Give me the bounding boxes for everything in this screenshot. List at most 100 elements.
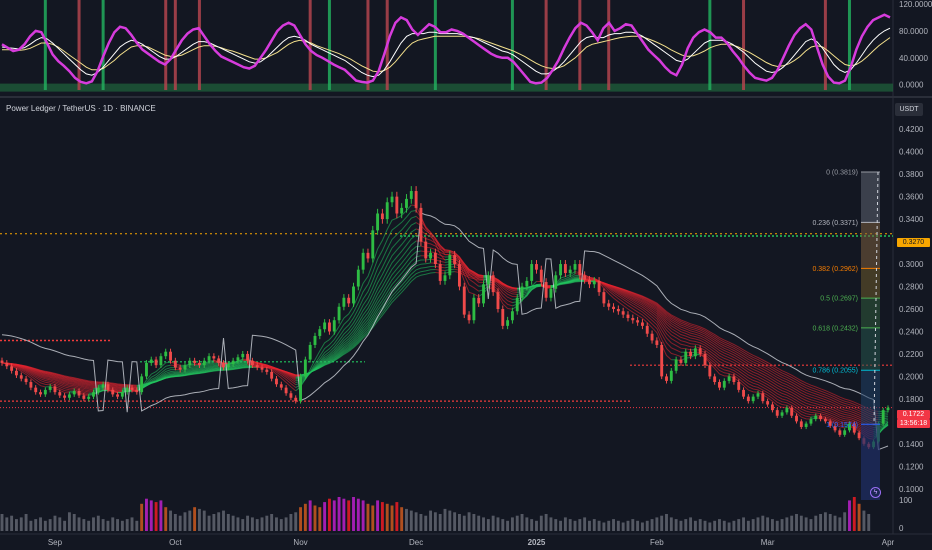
candle-body bbox=[265, 369, 269, 372]
volume-bar bbox=[510, 517, 514, 531]
candle-body bbox=[0, 360, 4, 363]
volume-bar bbox=[405, 508, 408, 531]
candle-body bbox=[34, 387, 38, 393]
volume-bar bbox=[732, 520, 736, 531]
candle-body bbox=[573, 264, 577, 270]
ma-ribbon-line bbox=[257, 366, 301, 376]
volume-bar bbox=[761, 515, 765, 531]
volume-bar bbox=[140, 503, 144, 531]
volume-bar bbox=[506, 520, 510, 531]
volume-bar bbox=[303, 503, 307, 531]
volume-bar bbox=[135, 520, 139, 531]
volume-bar bbox=[631, 519, 635, 531]
volume-bar bbox=[120, 520, 124, 531]
candle-body bbox=[857, 432, 861, 439]
volume-bar bbox=[751, 519, 755, 531]
volume-bar bbox=[708, 522, 712, 531]
candle-body bbox=[275, 378, 278, 385]
oscillator-axis: 120.0000 80.0000 40.0000 0.0000 bbox=[899, 0, 932, 90]
volume-bar bbox=[626, 520, 630, 531]
quote-currency-button[interactable]: USDT bbox=[895, 103, 923, 116]
price-tick-label: 0.2600 bbox=[899, 305, 924, 314]
price-tick-label: 0.1800 bbox=[899, 395, 924, 404]
volume-bar bbox=[756, 517, 760, 531]
candle-body bbox=[809, 419, 813, 424]
oscillator-signal-bar bbox=[708, 0, 712, 90]
ma-ribbon-line bbox=[295, 215, 417, 386]
volume-bar bbox=[352, 497, 355, 531]
candle-body bbox=[424, 241, 428, 259]
ma-ribbon-line bbox=[180, 363, 195, 366]
volume-bar bbox=[539, 515, 543, 531]
volume-bar bbox=[173, 514, 177, 531]
price-tick-label: 0.3800 bbox=[899, 170, 924, 179]
volume-bar bbox=[265, 515, 269, 531]
ma-ribbon-line bbox=[1, 362, 137, 386]
ma-ribbon-line bbox=[295, 210, 417, 388]
candle-body bbox=[400, 207, 404, 214]
volume-bar bbox=[549, 517, 553, 531]
volume-bar bbox=[655, 517, 659, 531]
candle-body bbox=[756, 393, 760, 397]
volume-bar bbox=[766, 517, 770, 531]
volume-bar bbox=[660, 515, 664, 531]
candle-body bbox=[222, 362, 225, 368]
candle-body bbox=[751, 396, 755, 402]
candle-body bbox=[106, 384, 110, 390]
candle-body bbox=[63, 395, 67, 398]
oscillator-signal-bar bbox=[742, 0, 746, 90]
candle-body bbox=[650, 333, 654, 341]
ma-ribbon-line bbox=[136, 366, 258, 386]
candle-body bbox=[727, 376, 731, 381]
oscillator-signal-bar bbox=[578, 0, 582, 90]
candle-body bbox=[554, 275, 558, 289]
volume-bar bbox=[193, 507, 197, 531]
candle-body bbox=[332, 320, 336, 332]
ma-ribbon-line bbox=[300, 272, 436, 376]
volume-bar bbox=[371, 505, 375, 531]
candle-body bbox=[852, 423, 856, 433]
candle-body bbox=[833, 425, 837, 431]
volume-bar bbox=[742, 517, 745, 531]
fib-level-label: 0.618 (0.2432) bbox=[812, 325, 858, 332]
fibonacci-retracement[interactable]: 0 (0.3819) 0.236 (0.3371) 0.382 (0.2962) 0.… bbox=[812, 170, 880, 500]
oscillator-tick-label: 0.0000 bbox=[899, 81, 924, 90]
candle-body bbox=[130, 387, 134, 390]
volume-bar bbox=[665, 514, 668, 531]
candle-body bbox=[125, 387, 129, 393]
oscillator-signal-bar bbox=[327, 0, 331, 90]
volume-bar bbox=[125, 519, 129, 531]
candle-body bbox=[366, 252, 370, 259]
time-axis[interactable]: Sep Oct Nov Dec 2025 Feb Mar Apr bbox=[48, 538, 895, 547]
volume-bar bbox=[188, 510, 192, 531]
candle-body bbox=[342, 297, 346, 307]
volume-axis-zero: 0 bbox=[899, 524, 904, 533]
oscillator-signal-bar bbox=[544, 0, 548, 90]
oscillator-signal-bar bbox=[510, 0, 514, 90]
oscillator-signal-bar bbox=[101, 0, 105, 90]
candle-body bbox=[43, 389, 47, 395]
candle-body bbox=[149, 359, 153, 363]
volume-bar bbox=[770, 519, 774, 531]
volume-bar bbox=[24, 514, 28, 531]
candle-body bbox=[881, 410, 885, 424]
ma-ribbon-line bbox=[579, 277, 874, 432]
volume-bar bbox=[308, 500, 312, 531]
volume-bar bbox=[212, 514, 216, 531]
oscillator-tick-label: 40.0000 bbox=[899, 54, 928, 63]
candle-body bbox=[790, 407, 794, 416]
volume-bar bbox=[482, 517, 485, 531]
lightning-icon[interactable]: ϟ bbox=[870, 487, 881, 498]
volume-bar bbox=[226, 514, 230, 531]
volume-bar bbox=[809, 519, 813, 531]
volume-bar bbox=[318, 507, 322, 531]
volume-bar bbox=[96, 515, 100, 531]
candle-body bbox=[15, 370, 18, 376]
volume-bar bbox=[867, 514, 871, 531]
volume-bar bbox=[29, 520, 33, 531]
candle-body bbox=[501, 309, 505, 326]
candle-body bbox=[848, 423, 851, 431]
candle-body bbox=[491, 275, 495, 293]
volume-bar bbox=[39, 517, 42, 531]
